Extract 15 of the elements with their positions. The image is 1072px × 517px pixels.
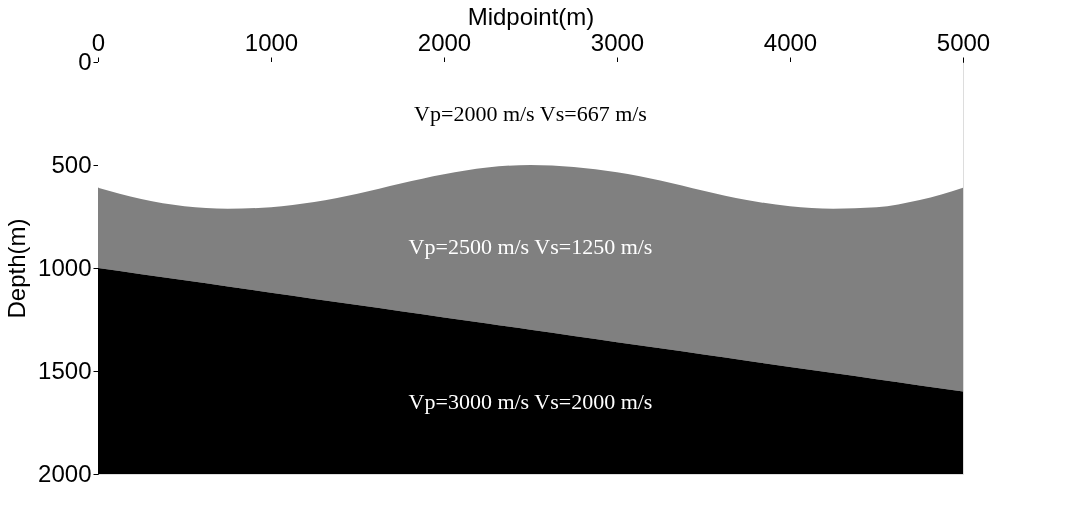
x-tick-label: 5000	[936, 28, 991, 56]
y-tick-label: 500	[51, 150, 92, 178]
y-tick-label: 2000	[38, 459, 92, 487]
x-tick-label: 1000	[244, 28, 299, 56]
y-tick-label: 1500	[38, 356, 92, 384]
y-tick-label: 0	[78, 47, 92, 75]
x-tick-label: 4000	[763, 28, 818, 56]
y-axis-title: Depth(m)	[3, 218, 31, 319]
x-tick-label: 2000	[417, 28, 472, 56]
annotation: Vp=2500 m/s Vs=1250 m/s	[408, 234, 653, 260]
y-tick-label: 1000	[38, 253, 92, 281]
annotation: Vp=3000 m/s Vs=2000 m/s	[408, 388, 653, 414]
x-tick-label: 3000	[590, 28, 645, 56]
x-axis-title: Midpoint(m)	[467, 2, 595, 30]
annotation: Vp=2000 m/s Vs=667 m/s	[414, 100, 647, 126]
